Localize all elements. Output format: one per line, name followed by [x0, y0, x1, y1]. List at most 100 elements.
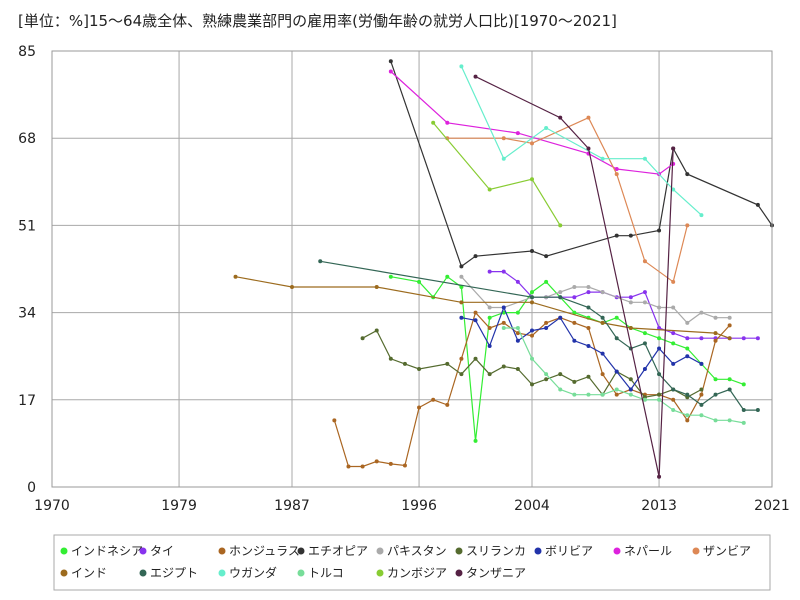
data-point [727, 377, 732, 382]
data-point [628, 325, 633, 330]
data-point [572, 284, 577, 289]
data-point [544, 125, 549, 130]
x-tick-label: 2021 [754, 498, 790, 514]
y-tick-label: 85 [18, 44, 36, 60]
data-point [388, 461, 393, 466]
data-point [233, 274, 238, 279]
data-point [671, 187, 676, 192]
legend-label: インド [71, 566, 107, 580]
data-point [628, 233, 633, 238]
data-point [515, 279, 520, 284]
data-point [713, 338, 718, 343]
data-point [642, 367, 647, 372]
legend-label: スリランカ [466, 544, 526, 558]
legend-item: ウガンダ [218, 565, 277, 580]
legend-item: インドネシア [60, 544, 143, 558]
data-point [642, 331, 647, 336]
data-point [487, 269, 492, 274]
data-point [402, 361, 407, 366]
legend-label: タンザニア [466, 566, 526, 580]
data-point [530, 333, 534, 338]
data-point [318, 259, 323, 264]
data-point [544, 279, 549, 284]
data-point [530, 328, 534, 333]
legend-item: カンボジア [376, 566, 447, 580]
series-line [475, 76, 674, 477]
data-point [544, 320, 549, 325]
data-point [614, 233, 619, 238]
data-point [741, 382, 746, 387]
data-point [360, 464, 365, 469]
legend-marker [139, 569, 147, 577]
data-point [515, 131, 520, 136]
legend-marker [376, 547, 384, 555]
data-point [473, 254, 478, 259]
data-point [685, 223, 690, 228]
legend-item: ザンビア [692, 544, 751, 558]
legend-label: ネパール [624, 544, 672, 558]
data-point [544, 325, 549, 330]
data-point [685, 172, 690, 177]
data-point [417, 367, 422, 372]
data-point [600, 351, 605, 356]
legend-label: ボリビア [545, 544, 593, 558]
y-tick-label: 34 [18, 306, 36, 322]
data-point [558, 115, 563, 120]
data-point [642, 290, 647, 295]
series-11 [318, 259, 760, 413]
data-point [473, 356, 478, 361]
legend: インドネシア タイ ホンジュラス エチオピア パキスタン スリランカ ボリビア ネパール ザンビ… [53, 534, 771, 591]
data-point [671, 361, 676, 366]
data-point [685, 413, 690, 418]
series-line [390, 61, 773, 268]
data-point [755, 336, 760, 341]
data-point [487, 325, 492, 330]
data-point [755, 408, 760, 413]
legend-marker [297, 547, 305, 555]
data-point [459, 315, 464, 320]
legend-item: ホンジュラス [218, 544, 300, 558]
data-point [530, 141, 534, 146]
data-point [713, 377, 718, 382]
data-point [530, 249, 534, 254]
legend-marker [297, 569, 305, 577]
data-point [600, 392, 605, 397]
legend-label: インドネシア [71, 544, 143, 558]
data-point [501, 269, 506, 274]
data-point [657, 372, 662, 377]
data-point [417, 279, 422, 284]
data-point [388, 274, 393, 279]
data-point [671, 397, 676, 402]
data-point [459, 64, 464, 69]
data-point [572, 338, 577, 343]
legend-box [53, 534, 771, 591]
data-point [671, 146, 676, 151]
data-point [642, 341, 647, 346]
data-point [600, 290, 605, 295]
legend-item: インド [60, 566, 107, 580]
data-point [572, 295, 577, 300]
data-point [530, 300, 534, 305]
legend-label: エチオピア [308, 544, 368, 558]
data-point [572, 320, 577, 325]
legend-label: ウガンダ [229, 565, 277, 580]
data-point [459, 372, 464, 377]
legend-item: パキスタン [376, 544, 447, 558]
data-point [586, 325, 591, 330]
data-point [614, 336, 619, 341]
data-point [741, 408, 746, 413]
series-line [235, 276, 730, 339]
y-tick-label: 51 [18, 218, 36, 234]
chart-title: [単位：%]15～64歳全体、熟練農業部門の雇用率(労働年齢の就労人口比)[19… [18, 12, 617, 30]
data-point [290, 284, 294, 289]
legend-label: トルコ [308, 566, 344, 580]
data-point [572, 310, 577, 315]
data-point [374, 328, 379, 333]
data-point [487, 372, 492, 377]
legend-marker [218, 547, 226, 555]
data-point [685, 320, 690, 325]
data-point [388, 59, 393, 64]
legend-marker [534, 547, 542, 555]
data-point [699, 213, 704, 218]
series-13 [501, 325, 746, 425]
